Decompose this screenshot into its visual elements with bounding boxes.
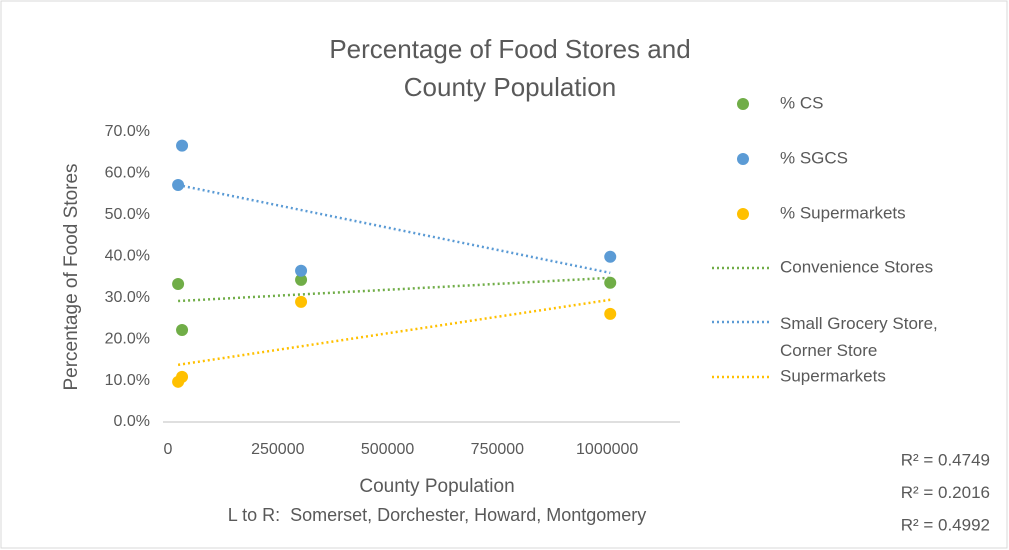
legend-marker (737, 208, 749, 220)
legend-marker (737, 153, 749, 165)
x-tick-label: 1000000 (576, 441, 638, 458)
trendline (177, 183, 611, 275)
annotation: R² = 0.4749 (901, 450, 990, 469)
point (604, 250, 617, 263)
y-tick-label: 50.0% (105, 206, 150, 223)
subtitle: L to R: Somerset, Dorchester, Howard, Mo… (228, 505, 647, 525)
point (295, 273, 308, 286)
y-tick-label: 60.0% (105, 165, 150, 182)
annotation: R² = 0.4992 (901, 515, 990, 534)
y-tick-label: 20.0% (105, 330, 150, 347)
annotation: R² = 0.2016 (901, 483, 990, 502)
legend-label: Supermarkets (780, 366, 886, 385)
y-tick-label: 30.0% (105, 289, 150, 306)
chart-title: Percentage of Food Stores and County Pop… (329, 34, 691, 102)
point (604, 276, 617, 289)
y-axis-title: Percentage of Food Stores (61, 163, 82, 390)
x-tick-label: 500000 (361, 441, 414, 458)
y-tick-label: 0.0% (114, 413, 150, 430)
point (604, 307, 617, 320)
x-tick-label: 0 (164, 441, 173, 458)
point (295, 264, 308, 277)
trendline (178, 276, 611, 303)
legend-label: % CS (780, 93, 823, 112)
legend-marker (737, 98, 749, 110)
legend-label: Small Grocery Store, Corner Store (780, 314, 938, 360)
point (176, 324, 189, 337)
point (172, 278, 185, 291)
point (176, 370, 189, 383)
legend-label: % SGCS (780, 148, 848, 167)
y-tick-label: 40.0% (105, 248, 150, 265)
point (295, 295, 308, 308)
legend-label: Convenience Stores (780, 257, 933, 276)
x-tick-label: 250000 (251, 441, 304, 458)
legend-label: % Supermarkets (780, 203, 906, 222)
y-tick-label: 70.0% (105, 123, 150, 140)
point (176, 139, 189, 152)
y-tick-label: 10.0% (105, 372, 150, 389)
x-tick-label: 750000 (471, 441, 524, 458)
x-axis-title: County Population (359, 476, 514, 497)
